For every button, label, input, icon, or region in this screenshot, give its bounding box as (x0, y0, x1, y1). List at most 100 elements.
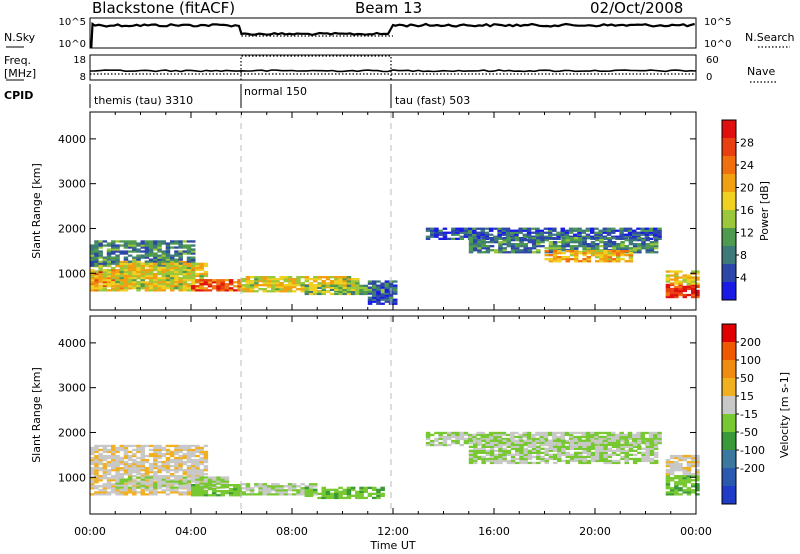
range-gate-cell (531, 247, 537, 250)
range-gate-cell (649, 249, 655, 252)
range-gate-cell (178, 475, 183, 478)
range-gate-cell (607, 258, 613, 261)
range-gate-cell (595, 457, 600, 461)
range-gate-cell (648, 227, 654, 230)
range-gate-cell (220, 490, 225, 493)
range-gate-cell (682, 276, 687, 279)
range-gate-cell (569, 237, 575, 240)
range-gate-cell (691, 280, 696, 283)
range-gate-cell (611, 250, 617, 253)
range-gate-cell (174, 460, 179, 464)
range-gate-cell (90, 254, 95, 257)
range-gate-cell (216, 279, 221, 282)
range-gate-cell (477, 447, 482, 450)
range-gate-cell (123, 260, 129, 264)
range-gate-cell (342, 292, 347, 296)
range-gate-cell (195, 476, 200, 479)
range-gate-cell (446, 443, 452, 447)
range-gate-cell (148, 281, 154, 284)
range-gate-cell (127, 264, 133, 268)
range-gate-cell (153, 454, 158, 458)
range-gate-cell (224, 486, 230, 489)
range-gate-cell (153, 268, 158, 272)
range-gate-cell (616, 243, 621, 246)
range-gate-cell (543, 435, 549, 439)
range-gate-cell (484, 433, 490, 437)
range-gate-cell (695, 483, 700, 486)
range-gate-cell (502, 241, 507, 244)
range-gate-cell (346, 282, 352, 285)
range-gate-cell (653, 251, 659, 254)
range-gate-cell (498, 457, 503, 461)
range-gate-cell (682, 483, 687, 486)
range-gate-cell (115, 240, 120, 243)
range-gate-cell (527, 449, 533, 452)
range-gate-cell (106, 273, 112, 276)
range-gate-cell (468, 459, 474, 463)
range-gate-cell (132, 260, 137, 263)
range-gate-cell (136, 469, 141, 472)
range-gate-cell (665, 493, 671, 496)
range-gate-cell (653, 235, 658, 238)
range-gate-cell (544, 451, 549, 454)
range-gate-cell (574, 443, 579, 446)
range-gate-cell (498, 439, 503, 442)
range-gate-cell (216, 486, 221, 489)
range-gate-cell (148, 475, 154, 478)
range-gate-cell (258, 288, 263, 291)
range-gate-cell (665, 469, 671, 472)
range-gate-cell (569, 252, 575, 255)
range-gate-cell (599, 459, 604, 463)
range-gate-cell (531, 447, 537, 450)
range-gate-cell (527, 249, 533, 252)
range-gate-cell (376, 288, 381, 291)
range-gate-cell (140, 464, 145, 468)
range-gate-cell (191, 448, 196, 452)
range-gate-cell (102, 284, 108, 287)
range-gate-cell (686, 287, 692, 291)
range-gate-cell (624, 247, 629, 250)
range-gate-cell (157, 454, 162, 458)
range-gate-cell (603, 461, 608, 465)
range-gate-cell (645, 445, 650, 448)
range-gate-cell (199, 481, 204, 484)
range-gate-cell (249, 282, 255, 285)
range-gate-cell (578, 455, 583, 459)
range-gate-cell (127, 469, 133, 472)
range-gate-cell (438, 233, 443, 236)
range-gate-cell (539, 229, 544, 232)
range-gate-cell (425, 441, 431, 445)
range-gate-cell (674, 464, 679, 468)
range-gate-cell (127, 280, 133, 284)
range-gate-cell (611, 431, 616, 435)
range-gate-cell (170, 240, 175, 243)
range-gate-cell (140, 286, 145, 290)
colorbar-tick-label: 28 (740, 137, 754, 150)
range-gate-cell (115, 467, 120, 470)
range-gate-cell (425, 229, 431, 232)
range-gate-cell (657, 441, 662, 445)
range-gate-cell (556, 235, 561, 238)
range-gate-cell (170, 486, 175, 489)
y-tick-label: 3000 (58, 382, 86, 395)
range-gate-cell (271, 278, 276, 281)
range-gate-cell (144, 254, 150, 257)
range-gate-cell (191, 264, 196, 267)
range-gate-cell (446, 431, 452, 435)
range-gate-cell (119, 491, 124, 494)
range-gate-cell (132, 285, 137, 288)
range-gate-cell (653, 453, 659, 456)
range-gate-cell (271, 288, 276, 291)
range-gate-cell (582, 247, 587, 250)
range-gate-cell (446, 435, 452, 439)
range-gate-cell (624, 461, 629, 465)
range-gate-cell (115, 458, 120, 462)
range-gate-cell (170, 475, 175, 478)
range-gate-cell (123, 446, 129, 450)
range-gate-cell (212, 279, 217, 282)
range-gate-cell (695, 471, 700, 474)
range-gate-cell (468, 439, 474, 442)
range-gate-cell (467, 233, 473, 236)
range-gate-cell (695, 464, 700, 468)
range-gate-cell (132, 280, 137, 284)
